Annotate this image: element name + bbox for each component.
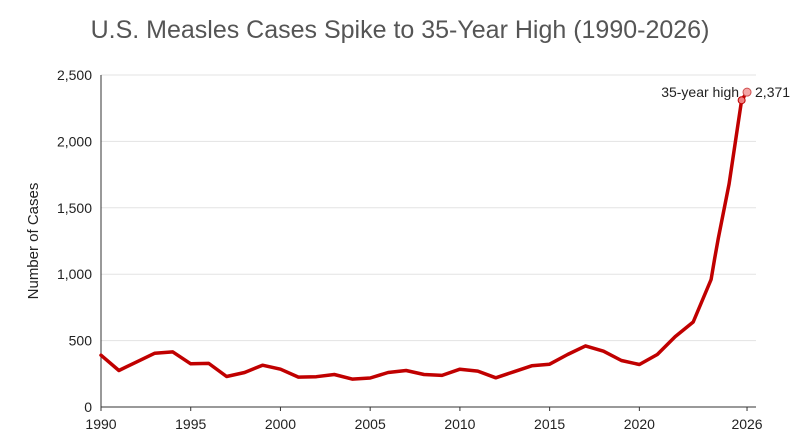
x-tick-label: 2000 bbox=[265, 416, 296, 432]
x-tick-labels: 1990 1995 2000 2005 2010 2015 2020 2026 bbox=[85, 416, 762, 432]
y-axis-label: Number of Cases bbox=[25, 183, 42, 300]
grid-lines bbox=[101, 74, 756, 342]
x-tick-label: 1990 bbox=[85, 416, 116, 432]
y-tick-label: 0 bbox=[84, 399, 92, 415]
x-tick-label: 2005 bbox=[355, 416, 386, 432]
peak-marker bbox=[742, 87, 752, 97]
annotation-markers bbox=[737, 87, 752, 105]
y-tick-label: 2,000 bbox=[57, 133, 92, 149]
x-tick-label: 2015 bbox=[534, 416, 565, 432]
series-line bbox=[99, 90, 749, 381]
data-point-marker bbox=[737, 96, 746, 105]
y-tick-label: 2,500 bbox=[57, 67, 92, 83]
y-tick-label: 500 bbox=[69, 333, 93, 349]
x-tick-label: 2010 bbox=[444, 416, 475, 432]
annotation-value: 2,371 bbox=[755, 84, 790, 100]
x-tick-label: 1995 bbox=[175, 416, 206, 432]
y-tick-label: 1,000 bbox=[57, 266, 92, 282]
x-tick-label: 2026 bbox=[731, 416, 762, 432]
x-tick-label: 2020 bbox=[624, 416, 655, 432]
y-tick-labels: 0 500 1,000 1,500 2,000 2,500 bbox=[57, 67, 92, 415]
axes bbox=[100, 75, 756, 411]
y-tick-label: 1,500 bbox=[57, 200, 92, 216]
chart-title: U.S. Measles Cases Spike to 35-Year High… bbox=[90, 16, 710, 44]
annotation-label: 35-year high bbox=[661, 84, 739, 100]
